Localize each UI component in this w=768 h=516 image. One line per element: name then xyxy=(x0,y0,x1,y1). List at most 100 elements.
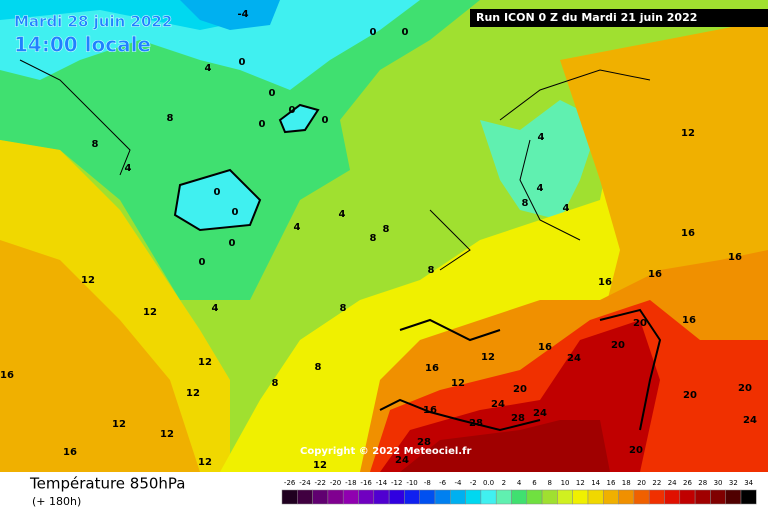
legend-label: 6 xyxy=(532,479,537,487)
contour-label: 28 xyxy=(511,413,525,424)
legend-swatch xyxy=(495,489,512,505)
copyright: Copyright © 2022 Meteociel.fr xyxy=(300,446,471,457)
contour-label: 16 xyxy=(682,315,696,326)
legend-swatch xyxy=(710,489,726,505)
contour-label: 20 xyxy=(738,383,752,394)
contour-label: 0 xyxy=(370,27,377,38)
legend-swatch xyxy=(327,489,344,505)
contour-label: 0 xyxy=(239,57,246,68)
contour-label: 8 xyxy=(272,378,279,389)
legend-swatch xyxy=(694,489,711,505)
contour-label: -4 xyxy=(237,9,248,20)
legend-label: 2 xyxy=(502,479,506,487)
contour-label: 8 xyxy=(383,224,390,235)
zone-4 xyxy=(0,0,480,300)
contour-label: 8 xyxy=(167,113,174,124)
legend-label: 20 xyxy=(637,479,646,487)
contour-label: 16 xyxy=(63,447,77,458)
zone-0 xyxy=(0,0,420,90)
legend-label: 14 xyxy=(591,479,600,487)
contour-label: 12 xyxy=(112,419,126,430)
contour-label: 12 xyxy=(451,378,465,389)
contour-label: 8 xyxy=(315,362,322,373)
contour-label: 4 xyxy=(212,303,219,314)
legend-label: -16 xyxy=(360,479,372,487)
contour-label: 0 xyxy=(322,115,329,126)
contour-label: 12 xyxy=(198,457,212,468)
contour-label: 12 xyxy=(160,429,174,440)
contour-label: 0 xyxy=(289,105,296,116)
contour-label: 20 xyxy=(683,390,697,401)
contour-label: 0 xyxy=(214,187,221,198)
contour-label: 4 xyxy=(563,203,570,214)
legend-swatch xyxy=(419,489,436,505)
legend-label: -4 xyxy=(454,479,462,487)
contour-label: 12 xyxy=(681,128,695,139)
contour-label: 0 xyxy=(402,27,409,38)
legend-label: -20 xyxy=(330,479,341,487)
contour-label: 8 xyxy=(522,198,529,209)
legend-swatch xyxy=(281,489,298,505)
contour-label: 4 xyxy=(205,63,212,74)
contour-label: 24 xyxy=(491,399,505,410)
legend-swatch xyxy=(541,489,558,505)
legend-label: 24 xyxy=(668,479,677,487)
contour-label: 0 xyxy=(269,88,276,99)
contour-label: 12 xyxy=(481,352,495,363)
legend-swatch xyxy=(450,489,466,505)
legend-swatch xyxy=(633,489,650,505)
legend-swatch xyxy=(664,489,681,505)
contour-label: 0 xyxy=(232,207,239,218)
zone-scandi xyxy=(480,100,600,220)
run-box xyxy=(470,9,768,27)
legend-swatch xyxy=(603,489,619,505)
contour-label: 16 xyxy=(425,363,439,374)
legend-swatch xyxy=(725,489,742,505)
legend-swatch xyxy=(587,489,604,505)
legend-label: 16 xyxy=(606,479,615,487)
legend-label: 12 xyxy=(576,479,585,487)
legend-swatch xyxy=(342,489,359,505)
legend-swatch xyxy=(679,489,696,505)
contour-label: 16 xyxy=(423,405,437,416)
legend-label: -14 xyxy=(376,479,388,487)
contour-label: 12 xyxy=(81,275,95,286)
contour-label: 4 xyxy=(538,132,545,143)
legend-label: 22 xyxy=(652,479,661,487)
contour-label: 12 xyxy=(198,357,212,368)
contour-label: 4 xyxy=(339,209,346,220)
legend-label: -2 xyxy=(470,479,477,487)
contour-label: 24 xyxy=(743,415,757,426)
legend-swatch xyxy=(404,489,420,505)
legend-swatch xyxy=(465,489,482,505)
legend-label: -12 xyxy=(391,479,402,487)
contour-label: 16 xyxy=(598,277,612,288)
run-label: Run ICON 0 Z du Mardi 21 juin 2022 xyxy=(476,11,697,24)
contour-label: 4 xyxy=(537,183,544,194)
legend-swatch xyxy=(358,489,375,505)
legend-label: 10 xyxy=(561,479,570,487)
contour-label: 8 xyxy=(340,303,347,314)
legend-swatch xyxy=(557,489,573,505)
zone-west-16 xyxy=(0,240,200,472)
legend-label: 26 xyxy=(683,479,692,487)
contour-label: 8 xyxy=(92,139,99,150)
contour-label: 12 xyxy=(143,307,157,318)
contour-label: 8 xyxy=(428,265,435,276)
contour-label: 0 xyxy=(199,257,206,268)
contour-label: 4 xyxy=(125,163,132,174)
legend-label: 18 xyxy=(622,479,631,487)
legend-swatch xyxy=(373,489,390,505)
legend-label: 32 xyxy=(729,479,738,487)
legend-label: 34 xyxy=(744,479,753,487)
time-label: 14:00 locale xyxy=(14,33,151,57)
legend-swatch xyxy=(434,489,451,505)
contour-label: 16 xyxy=(648,269,662,280)
legend-label: -18 xyxy=(345,479,356,487)
contour-label: 20 xyxy=(611,340,625,351)
footer-title: Température 850hPa xyxy=(29,475,186,493)
contour-label: 8 xyxy=(370,233,377,244)
contour-label: 0 xyxy=(229,238,236,249)
